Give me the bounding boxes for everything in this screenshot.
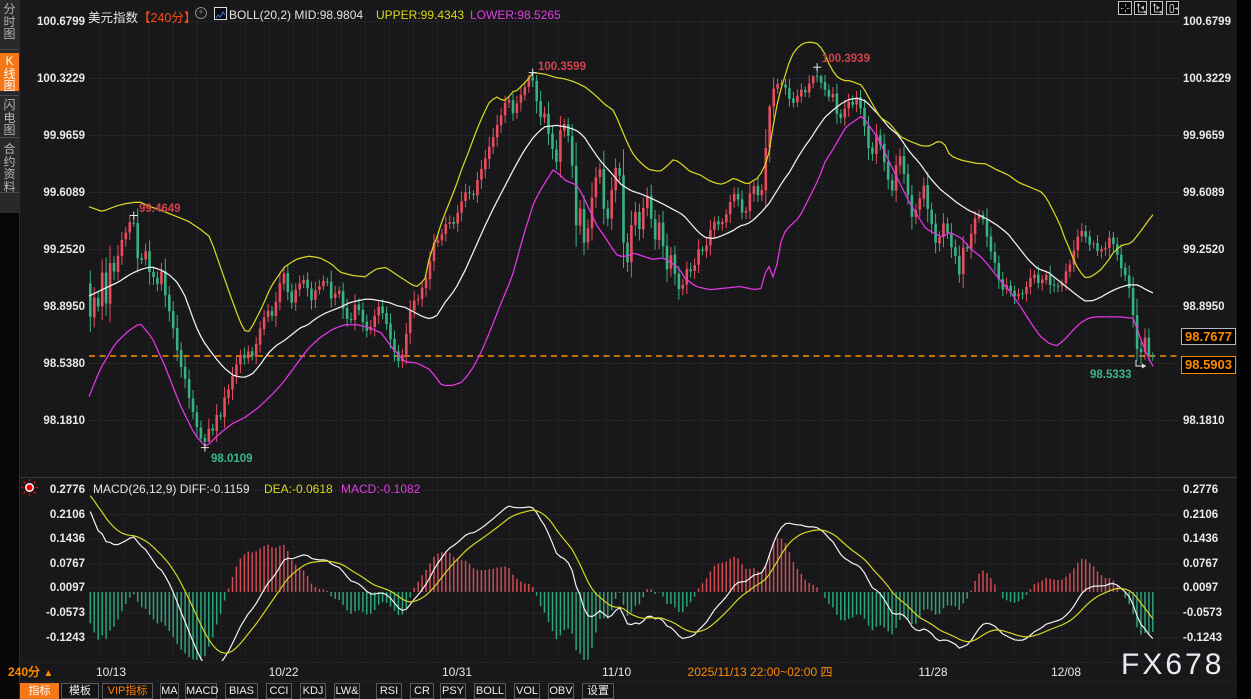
svg-text:100.3599: 100.3599 bbox=[538, 61, 586, 73]
svg-text:100.3939: 100.3939 bbox=[822, 53, 870, 65]
svg-text:99.4649: 99.4649 bbox=[139, 203, 181, 215]
svg-text:98.5333: 98.5333 bbox=[1090, 369, 1132, 381]
svg-text:98.0109: 98.0109 bbox=[211, 453, 253, 465]
